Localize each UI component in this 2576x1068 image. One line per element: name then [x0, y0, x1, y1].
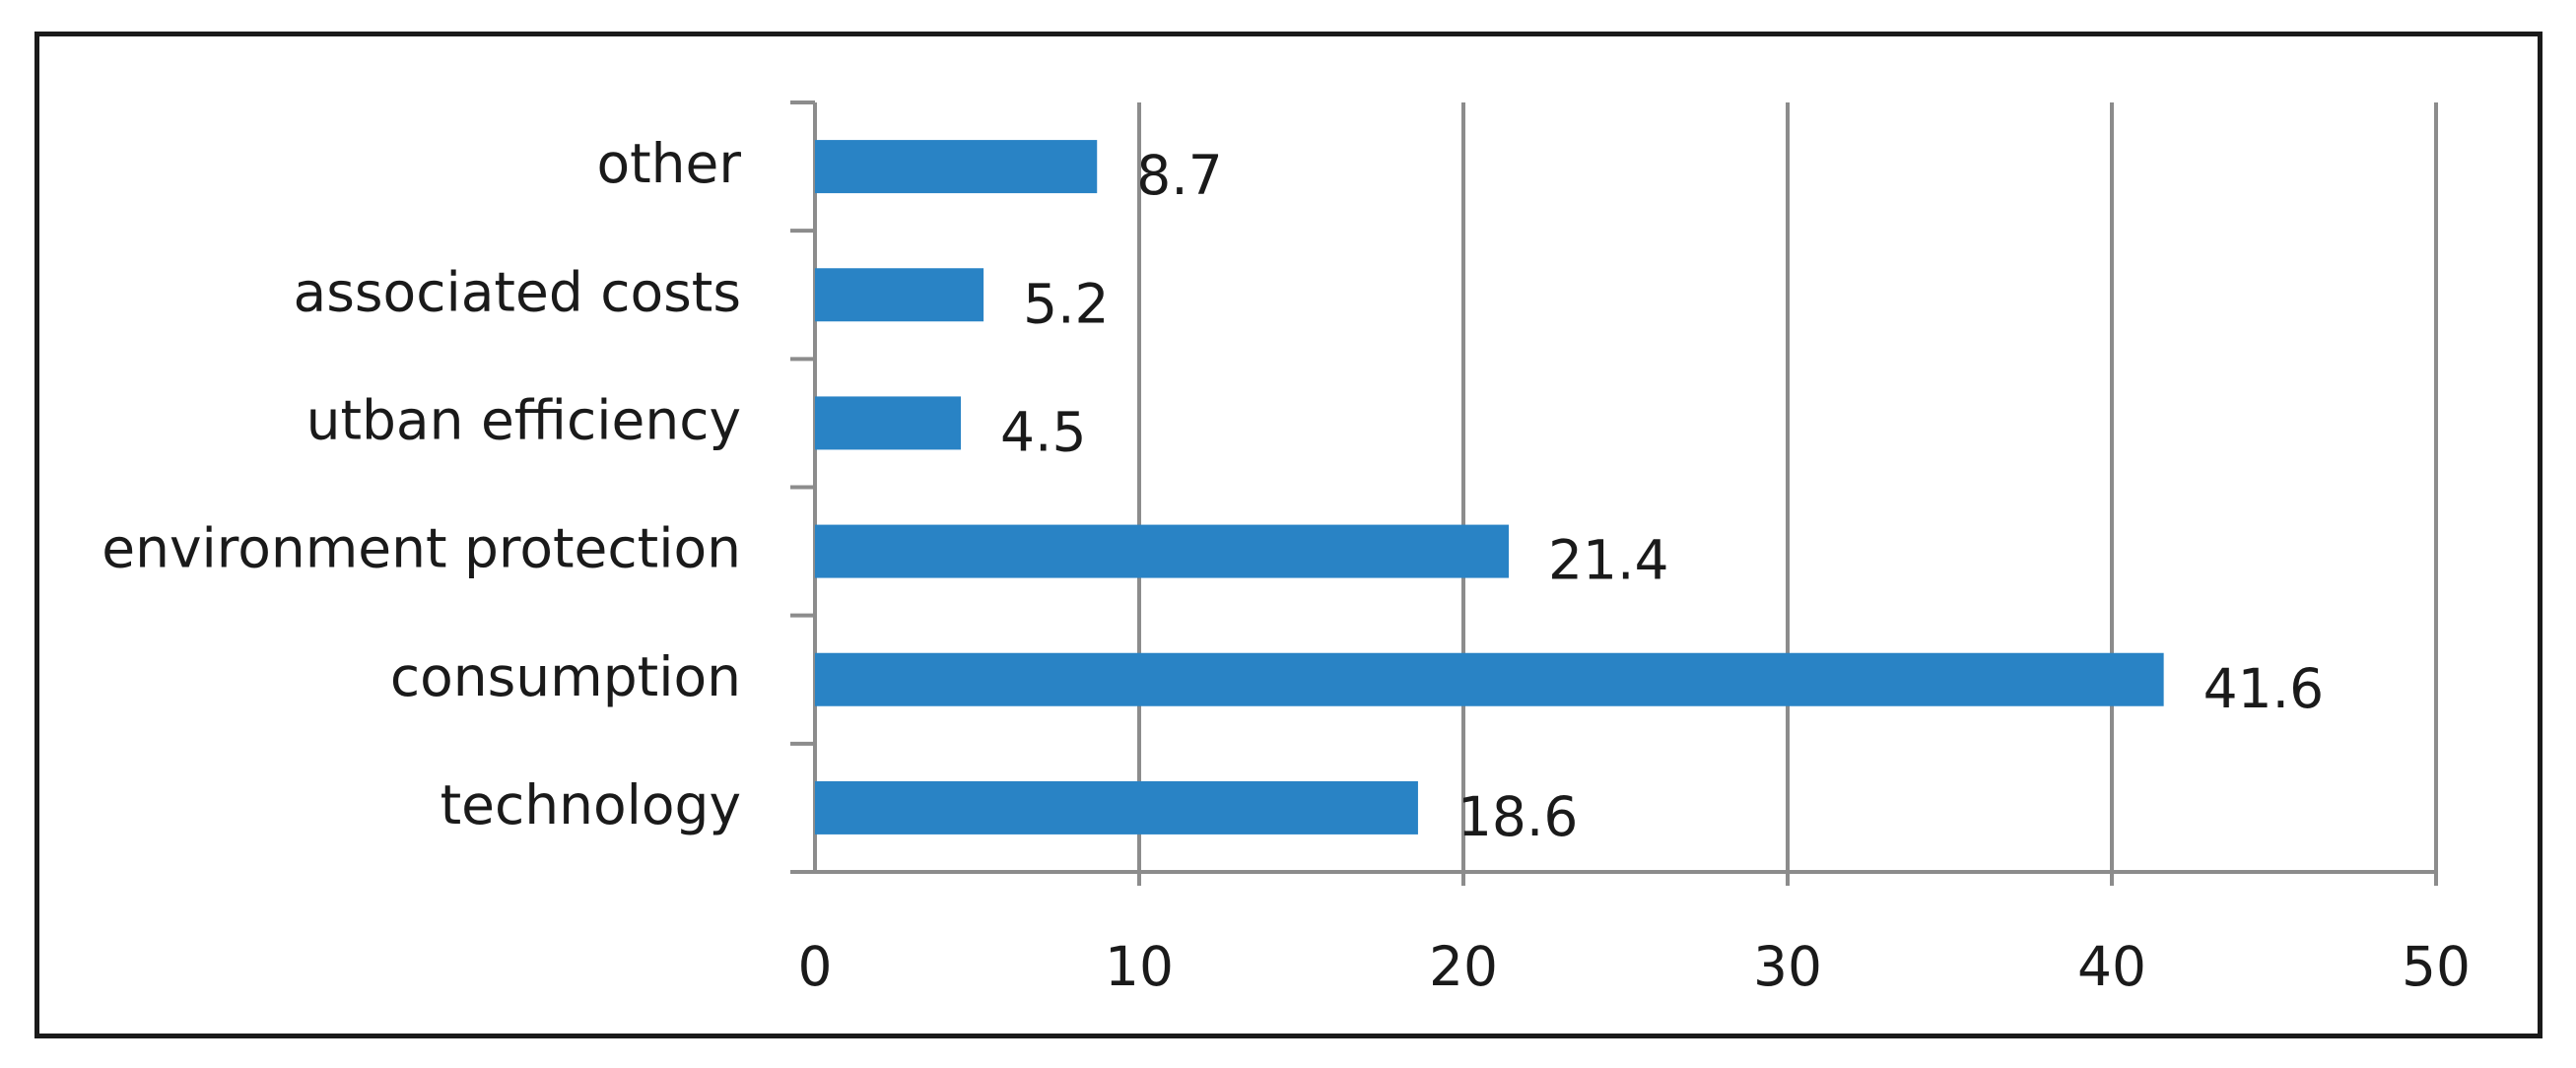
bar-technology — [815, 780, 1418, 834]
category-label: technology — [441, 773, 741, 836]
bar-environment-protection — [815, 524, 1510, 578]
category-label: utban efficiency — [306, 388, 741, 451]
data-label: 8.7 — [1136, 144, 1222, 207]
category-label: associated costs — [294, 260, 741, 323]
bar-other — [815, 140, 1098, 194]
bar-utban-efficiency — [815, 396, 962, 450]
data-label: 18.6 — [1457, 785, 1578, 848]
data-label: 21.4 — [1548, 529, 1668, 592]
x-tick-label: 10 — [1105, 935, 1174, 998]
x-tick-label: 0 — [798, 935, 833, 998]
bar-associated-costs — [815, 268, 984, 322]
x-tick-label: 40 — [2077, 935, 2146, 998]
data-label: 5.2 — [1023, 272, 1109, 335]
x-tick-label: 20 — [1429, 935, 1498, 998]
category-label: environment protection — [102, 517, 741, 580]
bar-consumption — [815, 652, 2164, 706]
data-label: 4.5 — [1000, 400, 1086, 463]
x-tick-label: 30 — [1753, 935, 1822, 998]
x-tick-label: 50 — [2402, 935, 2471, 998]
category-label: other — [596, 132, 741, 195]
category-label: consumption — [390, 645, 741, 708]
data-label: 41.6 — [2203, 657, 2324, 720]
